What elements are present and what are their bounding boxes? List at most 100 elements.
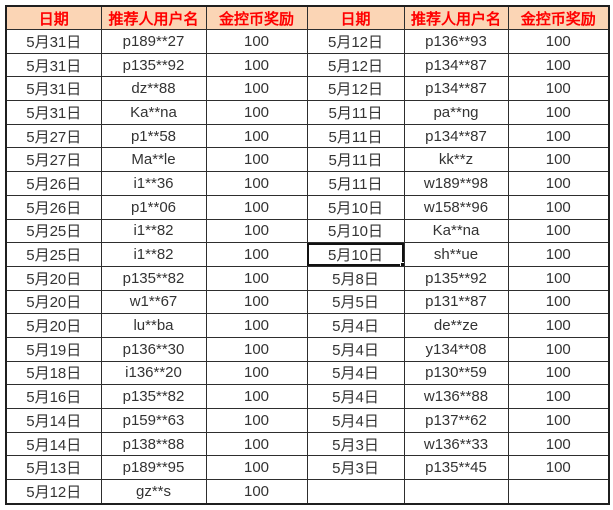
reward-cell-left[interactable]: 100 [205,384,308,409]
reward-cell-right[interactable] [507,479,610,505]
reward-cell-right[interactable]: 100 [507,76,610,102]
date-cell-right[interactable]: 5月12日 [306,76,405,102]
date-cell-left[interactable]: 5月31日 [5,29,102,54]
date-cell-right[interactable]: 5月11日 [306,171,405,196]
date-cell-left[interactable]: 5月12日 [5,479,102,505]
date-cell-left[interactable]: 5月20日 [5,265,102,291]
reward-cell-right[interactable]: 100 [507,360,610,386]
reward-cell-left[interactable]: 100 [205,431,308,457]
username-cell-left[interactable]: i136**20 [100,360,207,386]
header-username-left[interactable]: 推荐人用户名 [100,5,207,30]
username-cell-right[interactable]: w136**88 [403,384,509,409]
date-cell-right[interactable]: 5月12日 [306,52,405,78]
date-cell-left[interactable]: 5月27日 [5,147,102,173]
reward-cell-right[interactable]: 100 [507,29,610,54]
reward-cell-right[interactable]: 100 [507,289,610,315]
date-cell-left[interactable]: 5月19日 [5,336,102,362]
username-cell-left[interactable]: p138**88 [100,431,207,457]
date-cell-right[interactable]: 5月4日 [306,360,405,386]
username-cell-right[interactable]: kk**z [403,147,509,173]
reward-cell-left[interactable]: 100 [205,479,308,505]
date-cell-right[interactable]: 5月3日 [306,431,405,457]
date-cell-left[interactable]: 5月26日 [5,194,102,220]
reward-cell-right[interactable]: 100 [507,147,610,173]
date-cell-left[interactable]: 5月18日 [5,360,102,386]
reward-cell-left[interactable]: 100 [205,218,308,244]
username-cell-left[interactable]: Ma**le [100,147,207,173]
username-cell-left[interactable]: w1**67 [100,289,207,315]
username-cell-right[interactable]: w189**98 [403,171,509,196]
header-username-right[interactable]: 推荐人用户名 [403,5,509,30]
date-cell-left[interactable]: 5月16日 [5,384,102,409]
username-cell-right[interactable]: pa**ng [403,100,509,125]
header-reward-left[interactable]: 金控币奖励 [205,5,308,30]
date-cell-left[interactable]: 5月31日 [5,100,102,125]
date-cell-left[interactable]: 5月25日 [5,242,102,267]
reward-cell-left[interactable]: 100 [205,52,308,78]
date-cell-left[interactable]: 5月31日 [5,76,102,102]
date-cell-right[interactable]: 5月3日 [306,455,405,481]
username-cell-right[interactable]: de**ze [403,313,509,338]
username-cell-right[interactable]: y134**08 [403,336,509,362]
date-cell-right[interactable]: 5月11日 [306,147,405,173]
reward-cell-right[interactable]: 100 [507,52,610,78]
username-cell-left[interactable]: p136**30 [100,336,207,362]
header-date-right[interactable]: 日期 [306,5,405,30]
date-cell-left[interactable]: 5月14日 [5,431,102,457]
date-cell-left[interactable]: 5月27日 [5,123,102,149]
date-cell-right[interactable] [306,479,405,505]
username-cell-right[interactable]: p134**87 [403,123,509,149]
date-cell-left[interactable]: 5月20日 [5,289,102,315]
reward-cell-left[interactable]: 100 [205,194,308,220]
reward-cell-right[interactable]: 100 [507,384,610,409]
username-cell-left[interactable]: p189**95 [100,455,207,481]
username-cell-right[interactable] [403,479,509,505]
username-cell-right[interactable]: w136**33 [403,431,509,457]
reward-cell-left[interactable]: 100 [205,100,308,125]
reward-cell-left[interactable]: 100 [205,289,308,315]
reward-cell-left[interactable]: 100 [205,265,308,291]
reward-cell-right[interactable]: 100 [507,100,610,125]
reward-cell-right[interactable]: 100 [507,265,610,291]
reward-cell-right[interactable]: 100 [507,242,610,267]
username-cell-left[interactable]: p159**63 [100,408,207,433]
date-cell-right[interactable]: 5月10日 [306,242,405,267]
username-cell-left[interactable]: i1**36 [100,171,207,196]
date-cell-right[interactable]: 5月11日 [306,100,405,125]
username-cell-left[interactable]: i1**82 [100,242,207,267]
username-cell-right[interactable]: p137**62 [403,408,509,433]
username-cell-left[interactable]: p1**06 [100,194,207,220]
date-cell-right[interactable]: 5月12日 [306,29,405,54]
date-cell-left[interactable]: 5月26日 [5,171,102,196]
reward-cell-right[interactable]: 100 [507,455,610,481]
username-cell-left[interactable]: p189**27 [100,29,207,54]
date-cell-left[interactable]: 5月13日 [5,455,102,481]
username-cell-left[interactable]: lu**ba [100,313,207,338]
date-cell-left[interactable]: 5月20日 [5,313,102,338]
username-cell-left[interactable]: p135**92 [100,52,207,78]
date-cell-right[interactable]: 5月4日 [306,313,405,338]
reward-cell-left[interactable]: 100 [205,455,308,481]
username-cell-right[interactable]: p131**87 [403,289,509,315]
date-cell-right[interactable]: 5月10日 [306,194,405,220]
username-cell-left[interactable]: i1**82 [100,218,207,244]
reward-cell-right[interactable]: 100 [507,313,610,338]
reward-cell-right[interactable]: 100 [507,408,610,433]
reward-cell-right[interactable]: 100 [507,171,610,196]
username-cell-right[interactable]: p135**92 [403,265,509,291]
date-cell-right[interactable]: 5月11日 [306,123,405,149]
reward-cell-right[interactable]: 100 [507,336,610,362]
username-cell-left[interactable]: p135**82 [100,265,207,291]
reward-cell-left[interactable]: 100 [205,123,308,149]
header-reward-right[interactable]: 金控币奖励 [507,5,610,30]
username-cell-right[interactable]: p134**87 [403,52,509,78]
reward-cell-right[interactable]: 100 [507,218,610,244]
reward-cell-left[interactable]: 100 [205,76,308,102]
reward-cell-left[interactable]: 100 [205,336,308,362]
username-cell-right[interactable]: p136**93 [403,29,509,54]
reward-cell-left[interactable]: 100 [205,147,308,173]
header-date-left[interactable]: 日期 [5,5,102,30]
reward-cell-right[interactable]: 100 [507,431,610,457]
date-cell-right[interactable]: 5月4日 [306,336,405,362]
fill-handle[interactable] [399,261,403,266]
